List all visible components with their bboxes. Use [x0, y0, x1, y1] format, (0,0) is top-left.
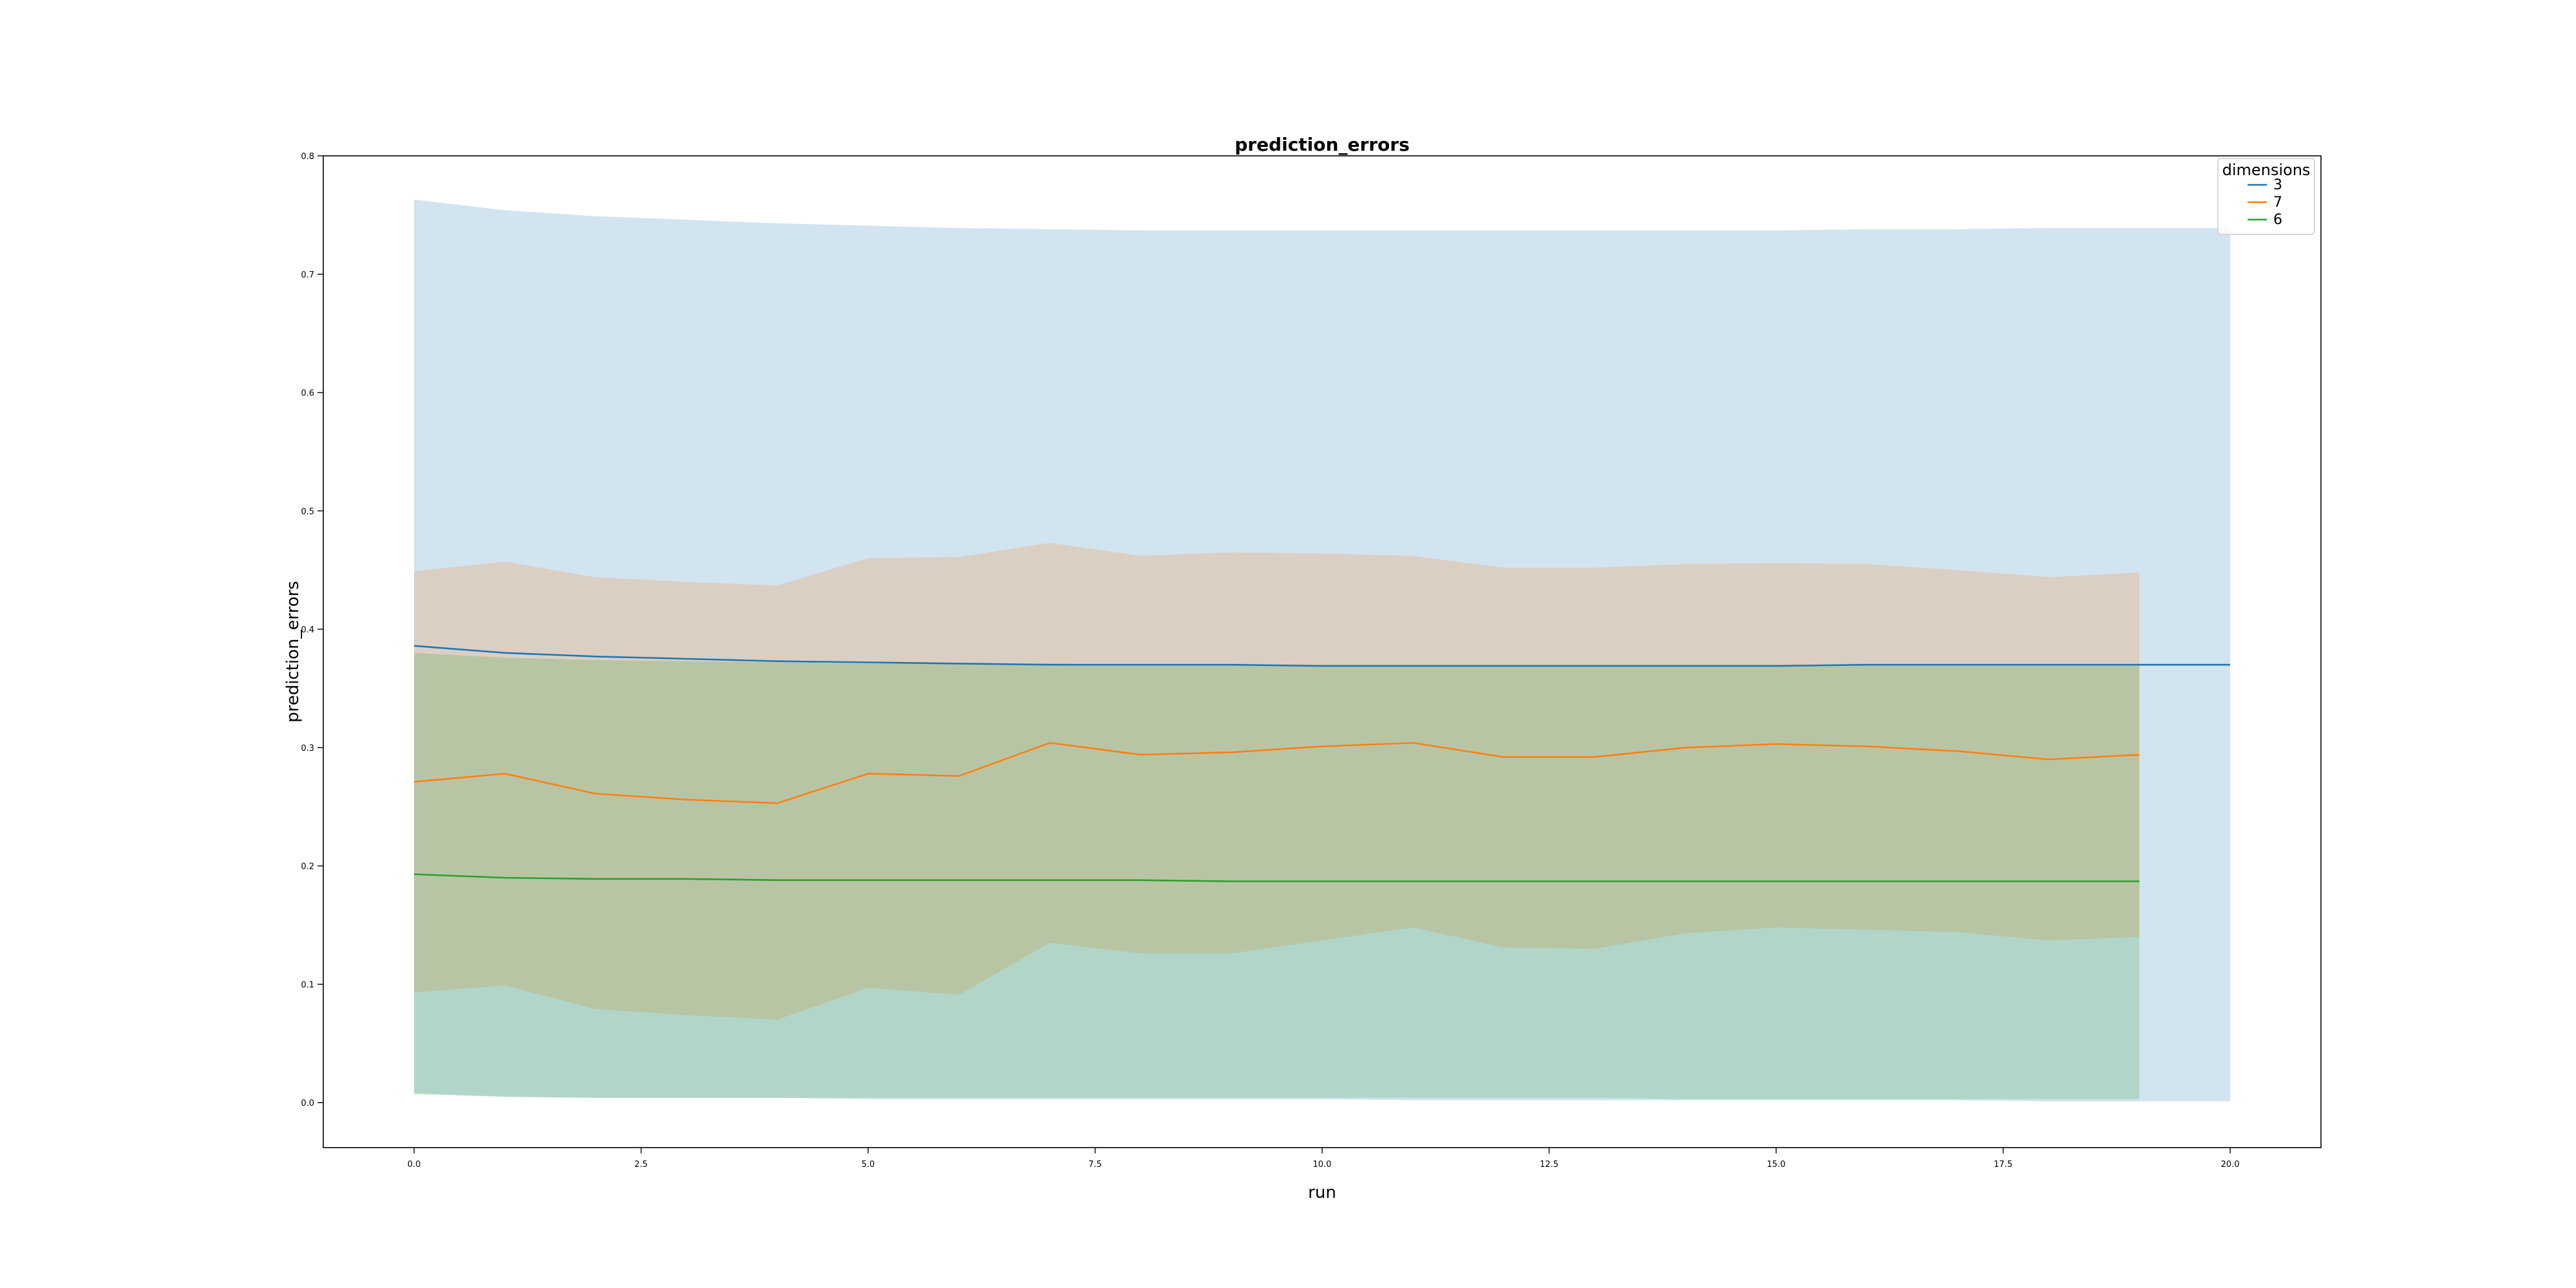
x-tick-label: 20.0: [2221, 1160, 2240, 1170]
band-series-6: [414, 652, 2139, 1099]
x-tick-label: 2.5: [634, 1160, 648, 1170]
x-tick-label: 17.5: [1994, 1160, 2012, 1170]
line-series-6: [413, 873, 2139, 882]
y-axis-ticks: 0.0 0.1 0.2 0.3 0.4 0.5 0.6 0.7 0.8: [301, 152, 323, 1108]
y-tick-label: 0.6: [301, 389, 314, 399]
x-tick-label: 0.0: [408, 1160, 421, 1170]
legend-title: dimensions: [2222, 161, 2311, 179]
legend: dimensions 376: [2217, 158, 2315, 235]
y-tick-label: 0.2: [301, 862, 314, 872]
x-tick-label: 15.0: [1767, 1160, 1786, 1170]
x-tick-label: 5.0: [862, 1160, 875, 1170]
y-tick-label: 0.7: [301, 270, 314, 280]
y-axis-label: prediction_errors: [283, 581, 303, 723]
y-tick-label: 0.1: [301, 980, 314, 990]
x-tick-label: 10.0: [1313, 1160, 1332, 1170]
x-tick-label: 12.5: [1540, 1160, 1558, 1170]
legend-frame: [2217, 158, 2315, 235]
y-tick-label: 0.3: [301, 744, 314, 753]
y-tick-label: 0.4: [301, 625, 314, 635]
legend-items: 376: [2248, 177, 2282, 228]
line-series-3: [413, 645, 2230, 667]
series-lines: [413, 645, 2230, 882]
x-tick-label: 7.5: [1088, 1160, 1102, 1170]
legend-label-6: 6: [2273, 212, 2282, 228]
confidence-bands: [414, 200, 2230, 1102]
legend-label-3: 3: [2273, 177, 2282, 193]
y-tick-label: 0.5: [301, 507, 314, 516]
y-tick-label: 0.8: [301, 152, 314, 162]
band-series-3: [414, 200, 2230, 1102]
line-series-7: [413, 742, 2140, 804]
x-axis-ticks: 0.0 2.5 5.0 7.5 10.0 12.5 15.0 17.5 20.0: [408, 1148, 2240, 1170]
y-tick-label: 0.0: [301, 1099, 314, 1108]
legend-label-7: 7: [2273, 194, 2282, 211]
chart-title: prediction_errors: [1235, 134, 1410, 155]
x-axis-label: run: [1308, 1183, 1336, 1202]
